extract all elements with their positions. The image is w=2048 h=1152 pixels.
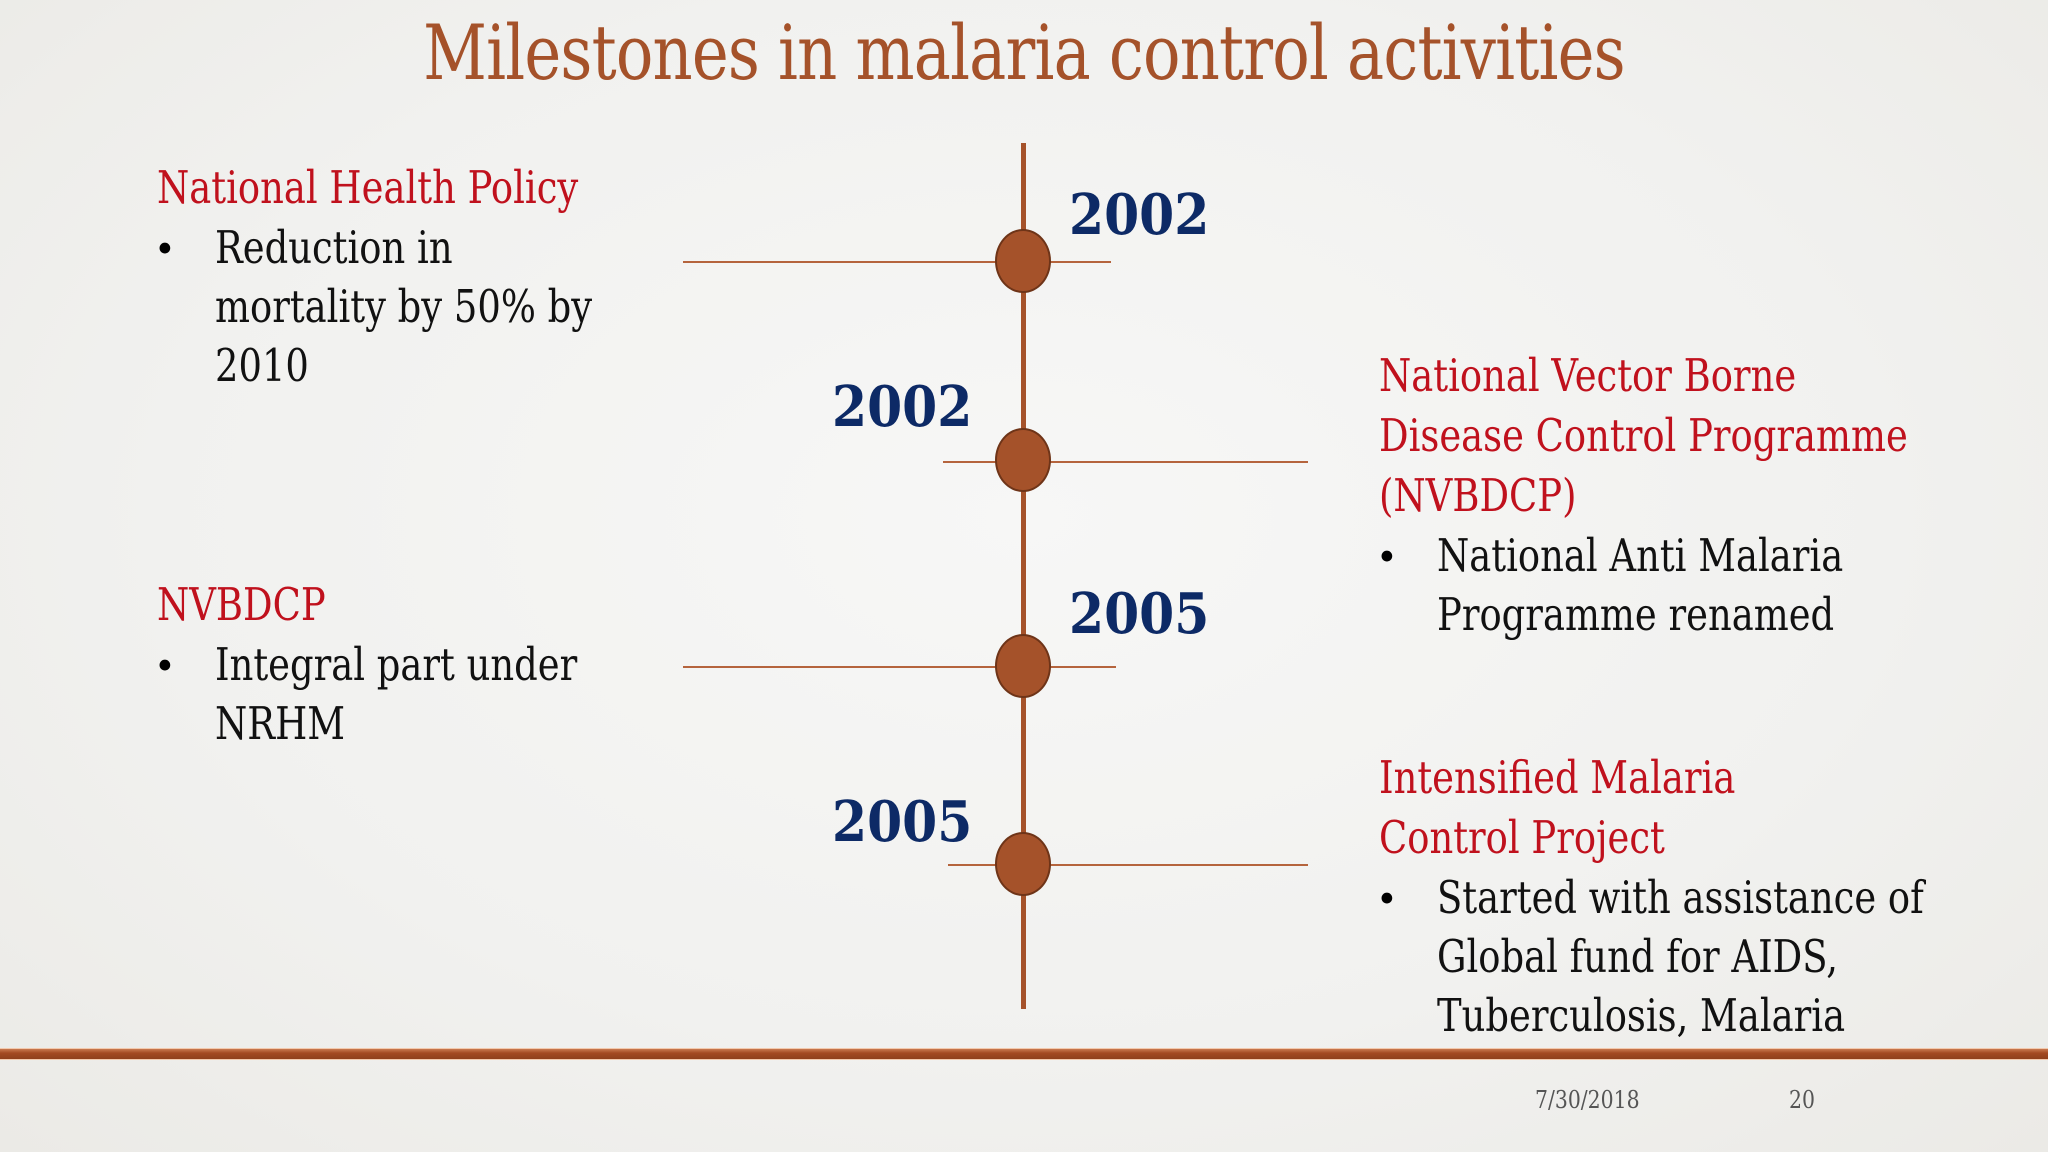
bullet-icon: • — [1379, 873, 1395, 923]
milestone-node-icon — [995, 634, 1051, 698]
connector-line-1 — [683, 261, 1111, 263]
milestone-year-2: 2002 — [832, 374, 973, 440]
milestone-year-4: 2005 — [832, 789, 973, 855]
timeline-axis — [1021, 143, 1026, 1009]
bullet-item: • Started with assistance of Global fund… — [1379, 868, 2031, 1045]
milestone-heading: Intensified Malaria Control Project — [1379, 751, 1736, 864]
connector-line-2 — [943, 461, 1308, 463]
milestone-node-icon — [995, 428, 1051, 492]
bullet-icon: • — [157, 640, 173, 690]
footer-divider — [0, 1049, 2048, 1059]
milestone-year-1: 2002 — [1069, 182, 1210, 248]
milestone-4-text: Intensified Malaria Control Project • St… — [1379, 748, 2031, 1045]
milestone-2-text: National Vector Borne Disease Control Pr… — [1379, 346, 2024, 644]
milestone-node-icon — [995, 832, 1051, 896]
bullet-icon: • — [1379, 531, 1395, 581]
bullet-text: Integral part under NRHM — [215, 638, 578, 750]
bullet-item: • Reduction in mortality by 50% by 2010 — [157, 218, 675, 395]
footer-date: 7/30/2018 — [1535, 1086, 1640, 1114]
milestone-heading: National Health Policy — [157, 161, 579, 214]
milestone-3-text: NVBDCP • Integral part under NRHM — [157, 575, 657, 753]
bullet-text: National Anti Malaria Programme renamed — [1437, 529, 1844, 641]
bullet-icon: • — [157, 223, 173, 273]
bullet-text: Started with assistance of Global fund f… — [1437, 871, 1924, 1042]
connector-line-3 — [683, 666, 1116, 668]
milestone-node-icon — [995, 229, 1051, 293]
bullet-item: • Integral part under NRHM — [157, 635, 657, 753]
bullet-text: Reduction in mortality by 50% by 2010 — [215, 221, 593, 392]
slide-title: Milestones in malaria control activities — [423, 8, 1625, 97]
connector-line-4 — [948, 864, 1308, 866]
milestone-year-3: 2005 — [1069, 581, 1210, 647]
milestone-heading: NVBDCP — [157, 578, 326, 631]
bullet-item: • National Anti Malaria Programme rename… — [1379, 526, 2024, 644]
milestone-1-text: National Health Policy • Reduction in mo… — [157, 158, 675, 395]
milestone-heading: National Vector Borne Disease Control Pr… — [1379, 349, 1908, 522]
footer-page-number: 20 — [1789, 1086, 1815, 1114]
